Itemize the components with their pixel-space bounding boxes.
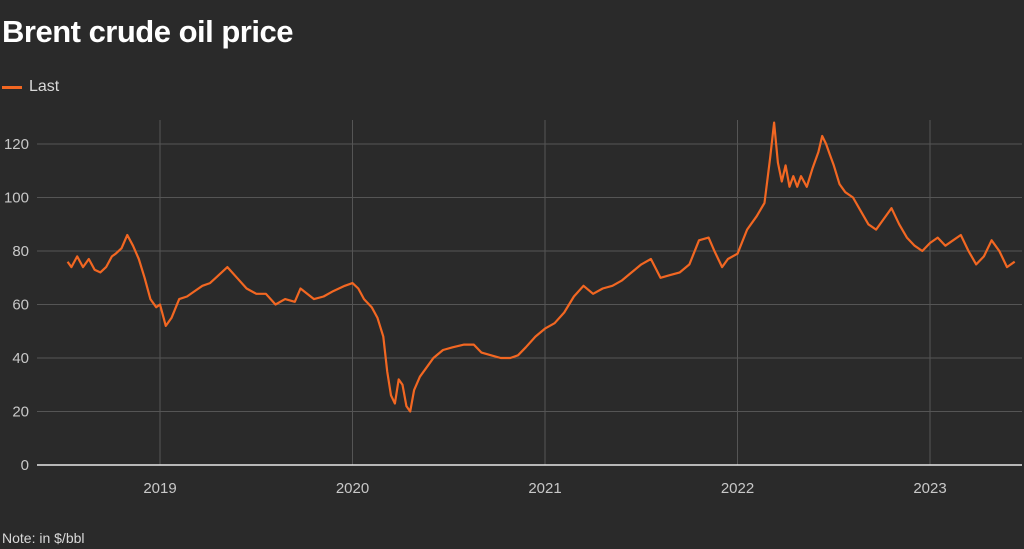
legend: Last — [2, 78, 59, 96]
y-tick-label: 100 — [4, 190, 29, 207]
x-tick-label: 2021 — [528, 480, 561, 497]
x-gridlines — [159, 120, 931, 465]
x-tick-label: 2019 — [143, 480, 176, 497]
y-tick-label: 60 — [12, 297, 29, 314]
y-tick-label: 0 — [21, 457, 29, 474]
x-tick-labels: 2019 2020 2021 2022 2023 — [143, 480, 946, 497]
chart-title: Brent crude oil price — [2, 14, 293, 49]
chart-note: Note: in $/bbl — [2, 530, 85, 546]
x-tick-label: 2020 — [336, 480, 369, 497]
y-tick-labels: 0 20 40 60 80 100 120 — [4, 136, 29, 474]
y-tick-label: 80 — [12, 243, 29, 260]
y-tick-label: 20 — [12, 404, 29, 421]
y-gridlines — [37, 143, 1022, 412]
x-tick-label: 2022 — [721, 480, 754, 497]
x-tick-label: 2023 — [913, 480, 946, 497]
series-line-last — [66, 121, 1016, 413]
legend-label: Last — [29, 78, 60, 95]
y-tick-label: 120 — [4, 136, 29, 153]
legend-swatch — [2, 85, 22, 89]
y-tick-label: 40 — [12, 350, 29, 367]
